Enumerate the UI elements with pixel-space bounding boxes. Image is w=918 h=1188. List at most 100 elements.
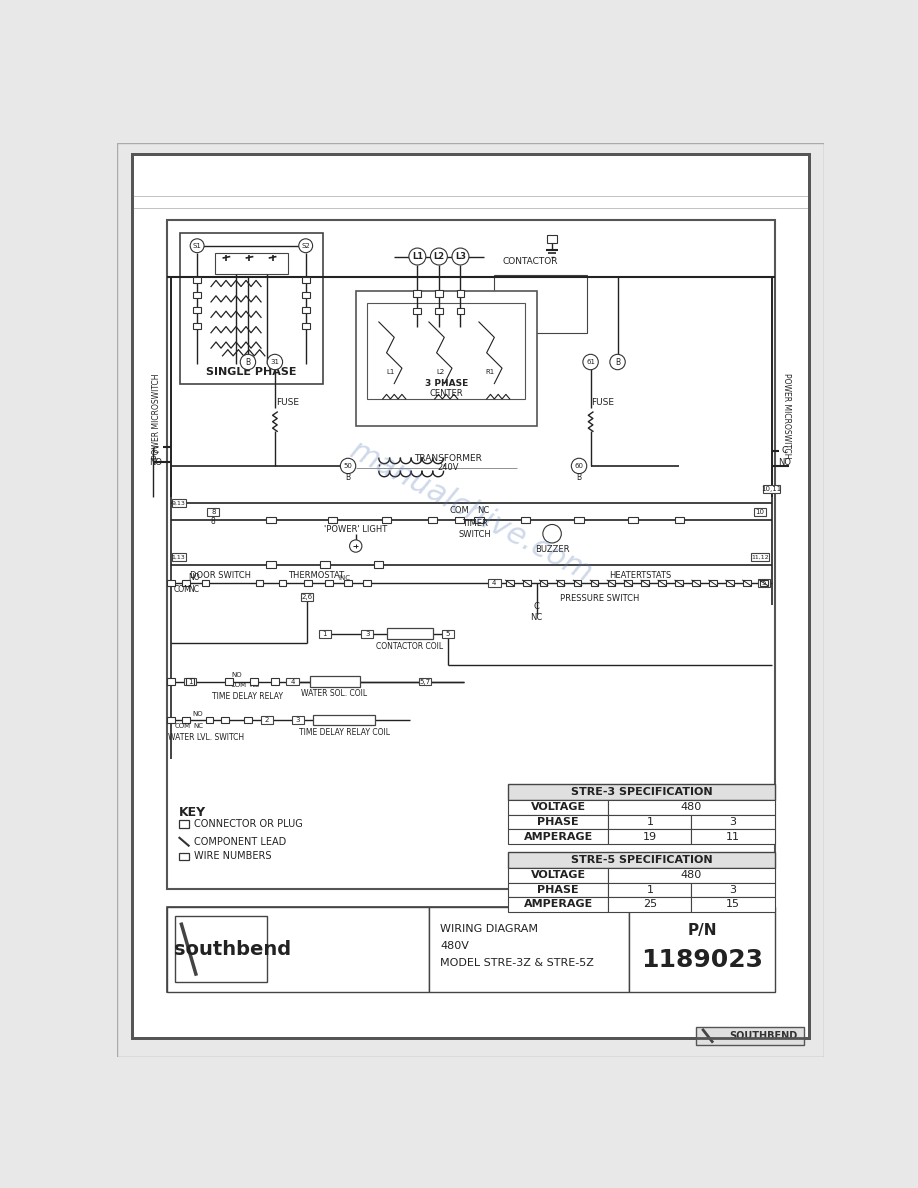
Bar — [726, 580, 733, 586]
Bar — [302, 277, 309, 283]
Text: SOUTHBEND: SOUTHBEND — [730, 1031, 798, 1041]
Circle shape — [241, 354, 255, 369]
Text: 'POWER' LIGHT: 'POWER' LIGHT — [324, 525, 387, 533]
Text: COM: COM — [174, 584, 191, 594]
Text: FUSE: FUSE — [590, 398, 613, 407]
Text: NO: NO — [231, 672, 241, 678]
Bar — [225, 678, 232, 684]
Bar — [574, 580, 581, 586]
Bar — [523, 580, 531, 586]
Bar — [194, 277, 201, 283]
Text: 2: 2 — [265, 718, 269, 723]
Circle shape — [341, 459, 356, 474]
Bar — [301, 593, 313, 601]
Text: 61: 61 — [586, 359, 595, 365]
Bar — [194, 323, 201, 329]
Bar — [696, 1026, 804, 1045]
Circle shape — [409, 248, 426, 265]
Bar — [183, 718, 190, 723]
Bar — [456, 290, 465, 297]
Text: 4: 4 — [492, 580, 497, 586]
Bar — [183, 580, 190, 586]
Bar — [692, 580, 700, 586]
Bar — [506, 580, 513, 586]
Bar — [547, 235, 556, 242]
Text: POWER MICROSWITCH: POWER MICROSWITCH — [781, 373, 790, 459]
Text: 31: 31 — [271, 359, 279, 365]
Text: 3: 3 — [296, 718, 300, 723]
Text: 15: 15 — [726, 899, 740, 910]
Bar — [691, 897, 775, 912]
Bar — [435, 308, 442, 315]
Bar — [609, 829, 691, 843]
Text: COM: COM — [450, 506, 470, 516]
Bar — [590, 580, 599, 586]
Text: CONNECTOR OR PLUG: CONNECTOR OR PLUG — [194, 819, 303, 829]
Text: 3: 3 — [730, 817, 736, 827]
Bar — [167, 718, 174, 723]
Text: TIME DELAY RELAY COIL: TIME DELAY RELAY COIL — [298, 728, 390, 737]
Bar — [172, 552, 185, 561]
Text: S2: S2 — [301, 242, 310, 248]
Text: SINGLE PHASE: SINGLE PHASE — [207, 367, 297, 377]
Text: 25: 25 — [643, 899, 657, 910]
Bar — [286, 677, 298, 685]
Bar — [540, 580, 547, 586]
Text: NC: NC — [193, 723, 203, 729]
Circle shape — [298, 239, 313, 253]
Text: 11,12: 11,12 — [751, 555, 768, 560]
Text: L2: L2 — [436, 369, 444, 375]
Bar — [609, 815, 691, 829]
Text: STRE-5 SPECIFICATION: STRE-5 SPECIFICATION — [571, 855, 712, 865]
Text: P/N: P/N — [688, 923, 717, 937]
Text: AMPERAGE: AMPERAGE — [523, 899, 593, 910]
Text: 9,13: 9,13 — [172, 500, 185, 505]
Bar — [261, 716, 274, 723]
Text: WIRE NUMBERS: WIRE NUMBERS — [194, 852, 272, 861]
Text: NO: NO — [193, 710, 203, 716]
Text: NC: NC — [476, 506, 489, 516]
Bar — [629, 908, 776, 992]
Bar — [691, 829, 775, 843]
Bar — [509, 852, 775, 868]
Text: DOOR SWITCH: DOOR SWITCH — [191, 570, 252, 580]
Bar — [174, 916, 267, 981]
Bar — [609, 883, 691, 897]
Bar — [313, 715, 375, 726]
Bar — [509, 784, 775, 801]
Bar — [419, 677, 431, 685]
Circle shape — [267, 354, 283, 369]
Bar — [751, 552, 768, 561]
Circle shape — [583, 354, 599, 369]
Text: CENTER: CENTER — [430, 390, 463, 398]
Text: NC: NC — [249, 682, 259, 688]
Bar — [509, 815, 609, 829]
Text: HEATERTSTATS: HEATERTSTATS — [610, 570, 672, 580]
Bar — [194, 292, 201, 298]
Bar — [344, 580, 352, 586]
Bar — [386, 628, 432, 639]
Text: KEY: KEY — [179, 807, 206, 820]
Text: 5,7: 5,7 — [420, 678, 431, 684]
Text: 8: 8 — [211, 517, 216, 526]
Text: NC: NC — [188, 584, 199, 594]
Bar — [763, 485, 780, 493]
Bar — [167, 678, 174, 684]
Bar — [509, 801, 609, 815]
Bar — [609, 801, 775, 815]
Bar — [244, 718, 252, 723]
Bar — [167, 908, 429, 992]
Circle shape — [190, 239, 204, 253]
Text: TIMER
SWITCH: TIMER SWITCH — [459, 519, 491, 539]
Text: B: B — [615, 358, 620, 367]
Bar — [207, 508, 219, 516]
Text: L1: L1 — [412, 252, 423, 261]
Text: 10,11: 10,11 — [761, 486, 781, 492]
Text: 5: 5 — [762, 580, 766, 586]
Text: 1: 1 — [646, 817, 654, 827]
Bar — [413, 290, 421, 297]
Text: COM: COM — [230, 682, 247, 688]
Text: POWER MICROSWITCH: POWER MICROSWITCH — [152, 373, 161, 459]
Text: NO: NO — [778, 457, 791, 467]
Bar — [455, 517, 465, 523]
